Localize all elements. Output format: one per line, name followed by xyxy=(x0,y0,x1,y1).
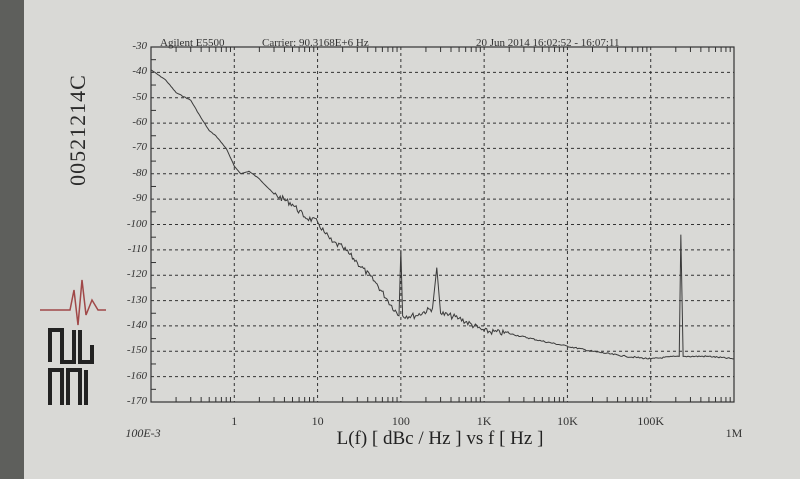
y-tick-label: -140 xyxy=(126,318,147,331)
y-tick-label: -170 xyxy=(126,395,147,407)
y-tick-label: -100 xyxy=(126,217,147,230)
instrument-label: Agilent E5500 xyxy=(160,37,225,49)
x-tick-label: 100 xyxy=(391,414,410,428)
carrier-label: Carrier: 90.3168E+6 Hz xyxy=(262,37,369,49)
y-tick-label: -110 xyxy=(127,242,147,255)
x-tick-label: 1K xyxy=(476,414,492,428)
y-tick-label: -50 xyxy=(132,90,147,103)
y-tick-label: -130 xyxy=(126,293,147,306)
x-tick-label: 10 xyxy=(311,414,324,428)
y-tick-label: -40 xyxy=(132,65,147,78)
x-tick-label: 1 xyxy=(231,414,238,428)
y-tick-label: -30 xyxy=(132,40,147,52)
paper-sheet xyxy=(24,0,800,479)
x-tick-label: 1M xyxy=(725,426,743,440)
x-tick-label: 100K xyxy=(637,414,665,428)
y-tick-label: -80 xyxy=(132,166,147,179)
y-tick-label: -160 xyxy=(126,369,147,382)
phase-noise-trace xyxy=(150,69,735,360)
pulsar-clock-logo xyxy=(40,279,106,405)
x-tick-label: 10K xyxy=(557,414,578,428)
date-time-label: 20 Jun 2014 16:02:52 - 16:07:11 xyxy=(476,37,620,49)
plot-frame xyxy=(150,46,735,403)
chart-title: L(f) [ dBc / Hz ] vs f [ Hz ] xyxy=(336,428,544,449)
y-tick-label: -150 xyxy=(126,344,147,357)
y-tick-label: -120 xyxy=(126,268,147,281)
y-tick-label: -70 xyxy=(132,141,147,154)
y-tick-label: -60 xyxy=(132,116,147,129)
x-tick-label: 100E-3 xyxy=(125,426,161,440)
y-tick-label: -90 xyxy=(132,192,147,205)
